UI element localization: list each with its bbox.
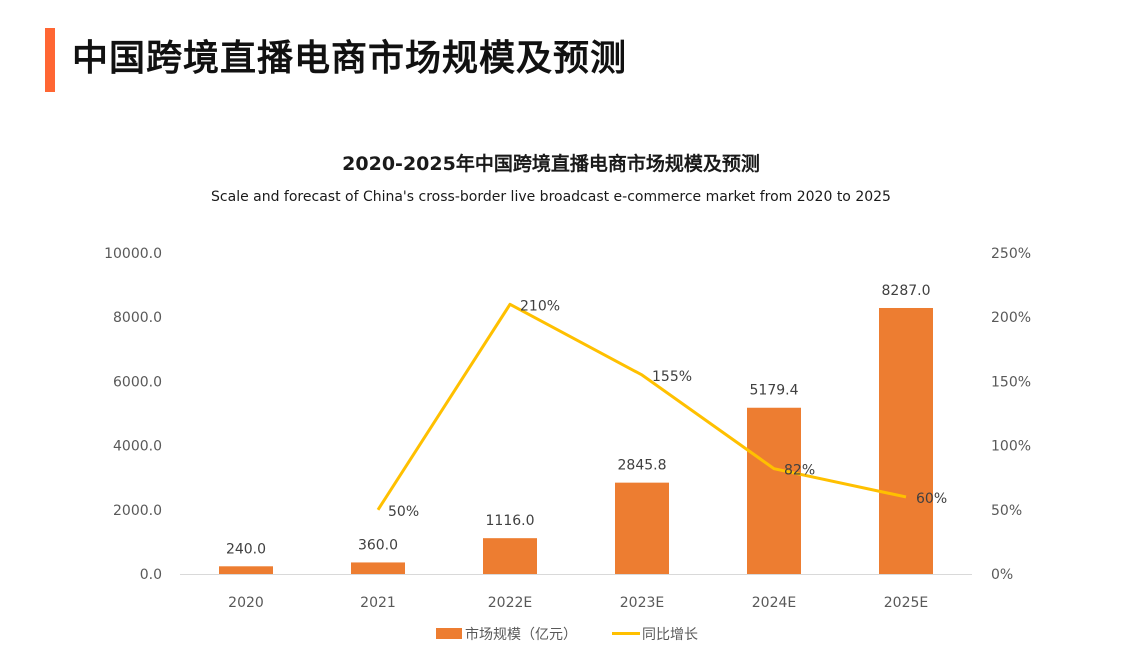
bar-data-label: 240.0 [226,541,266,557]
bar-data-label: 8287.0 [882,283,931,299]
left-axis: 0.0 2000.0 4000.0 6000.0 8000.0 10000.0 [104,246,162,583]
left-axis-tick-label: 6000.0 [113,374,162,390]
left-axis-tick-label: 4000.0 [113,439,162,455]
bar [879,307,933,574]
right-axis: 0% 50% 100% 150% 200% 250% [991,246,1031,583]
x-axis-tick-label: 2023E [620,595,664,611]
legend-label: 市场规模（亿元） [465,626,577,643]
bar-data-label: 5179.4 [750,383,799,399]
left-axis-tick-label: 8000.0 [113,310,162,326]
chart-subtitle: Scale and forecast of China's cross-bord… [211,189,891,205]
bar [483,538,537,574]
right-axis-tick-label: 0% [991,567,1013,583]
x-axis-tick-label: 2020 [228,595,264,611]
chart-title: 2020-2025年中国跨境直播电商市场规模及预测 [342,152,760,175]
title-accent-bar [45,28,55,92]
right-axis-tick-label: 150% [991,374,1031,390]
bar [219,566,273,574]
line-series [376,302,907,511]
bar-data-label: 2845.8 [618,458,667,474]
bar [351,562,405,574]
x-axis-tick-label: 2024E [752,595,796,611]
left-axis-tick-label: 0.0 [140,567,162,583]
x-axis-tick-label: 2025E [884,595,928,611]
bar-labels: 240.0 360.0 1116.0 2845.8 5179.4 8287.0 [226,283,931,557]
line-data-label: 50% [388,504,419,520]
line-labels: 50% 210% 155% 82% 60% [388,298,947,519]
bar-series [219,307,933,574]
x-axis-tick-label: 2022E [488,595,532,611]
line-data-label: 60% [916,491,947,507]
right-axis-tick-label: 50% [991,503,1022,519]
bar [615,482,669,574]
legend-bar-swatch [436,628,462,639]
legend: 市场规模（亿元） 同比增长 [436,626,698,643]
page-title: 中国跨境直播电商市场规模及预测 [72,38,628,79]
line-data-label: 82% [784,463,815,479]
line-data-label: 210% [520,298,560,314]
x-axis-ticks: 2020 2021 2022E 2023E 2024E 2025E [228,595,928,611]
growth-line [376,302,907,511]
bar-data-label: 360.0 [358,537,398,553]
right-axis-tick-label: 200% [991,310,1031,326]
left-axis-tick-label: 2000.0 [113,503,162,519]
x-axis-tick-label: 2021 [360,595,396,611]
right-axis-tick-label: 250% [991,246,1031,262]
left-axis-tick-label: 10000.0 [104,246,162,262]
right-axis-tick-label: 100% [991,439,1031,455]
legend-label: 同比增长 [642,627,698,643]
bar [747,407,801,574]
bar-data-label: 1116.0 [486,513,535,529]
line-data-label: 155% [652,369,692,385]
